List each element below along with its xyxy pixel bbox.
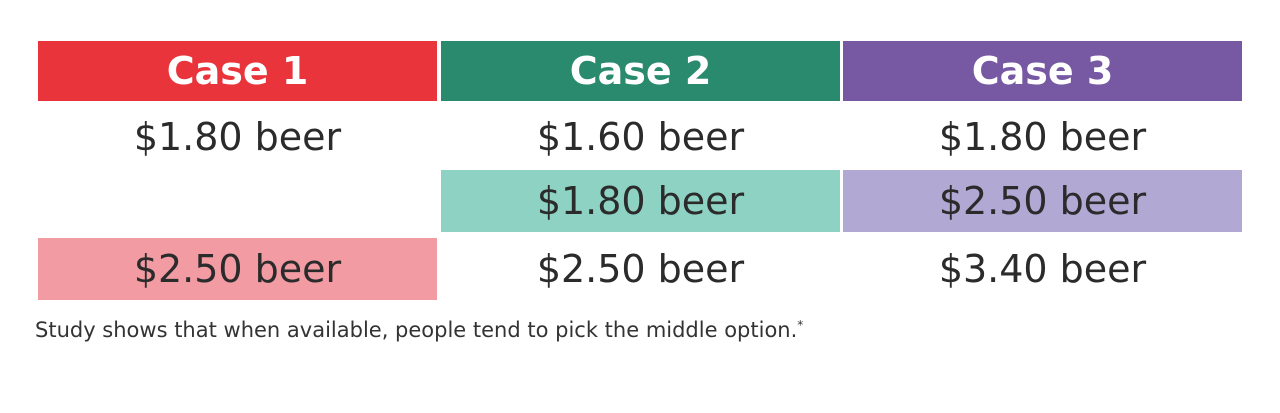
case-2-title: Case 2 <box>569 49 712 93</box>
case-2-option-1: $1.60 beer <box>536 115 745 159</box>
case-3-option-1: $1.80 beer <box>938 115 1147 159</box>
case-1-title: Case 1 <box>166 49 309 93</box>
case-2-option-3: $2.50 beer <box>536 247 745 291</box>
case-3-option-3: $3.40 beer <box>938 247 1147 291</box>
case-2-header: Case 2 <box>441 41 840 101</box>
case-2-option-2-highlighted: $1.80 beer <box>441 170 840 232</box>
case-3-header: Case 3 <box>843 41 1242 101</box>
case-3-title: Case 3 <box>971 49 1114 93</box>
case-1-option-3-highlighted: $2.50 beer <box>38 238 437 300</box>
footnote-mark: * <box>797 318 804 332</box>
case-1-header: Case 1 <box>38 41 437 101</box>
case-3-option-2-highlighted: $2.50 beer <box>843 170 1242 232</box>
case-1-option-1: $1.80 beer <box>133 115 342 159</box>
caption: Study shows that when available, people … <box>35 318 803 342</box>
caption-text: Study shows that when available, people … <box>35 318 798 342</box>
